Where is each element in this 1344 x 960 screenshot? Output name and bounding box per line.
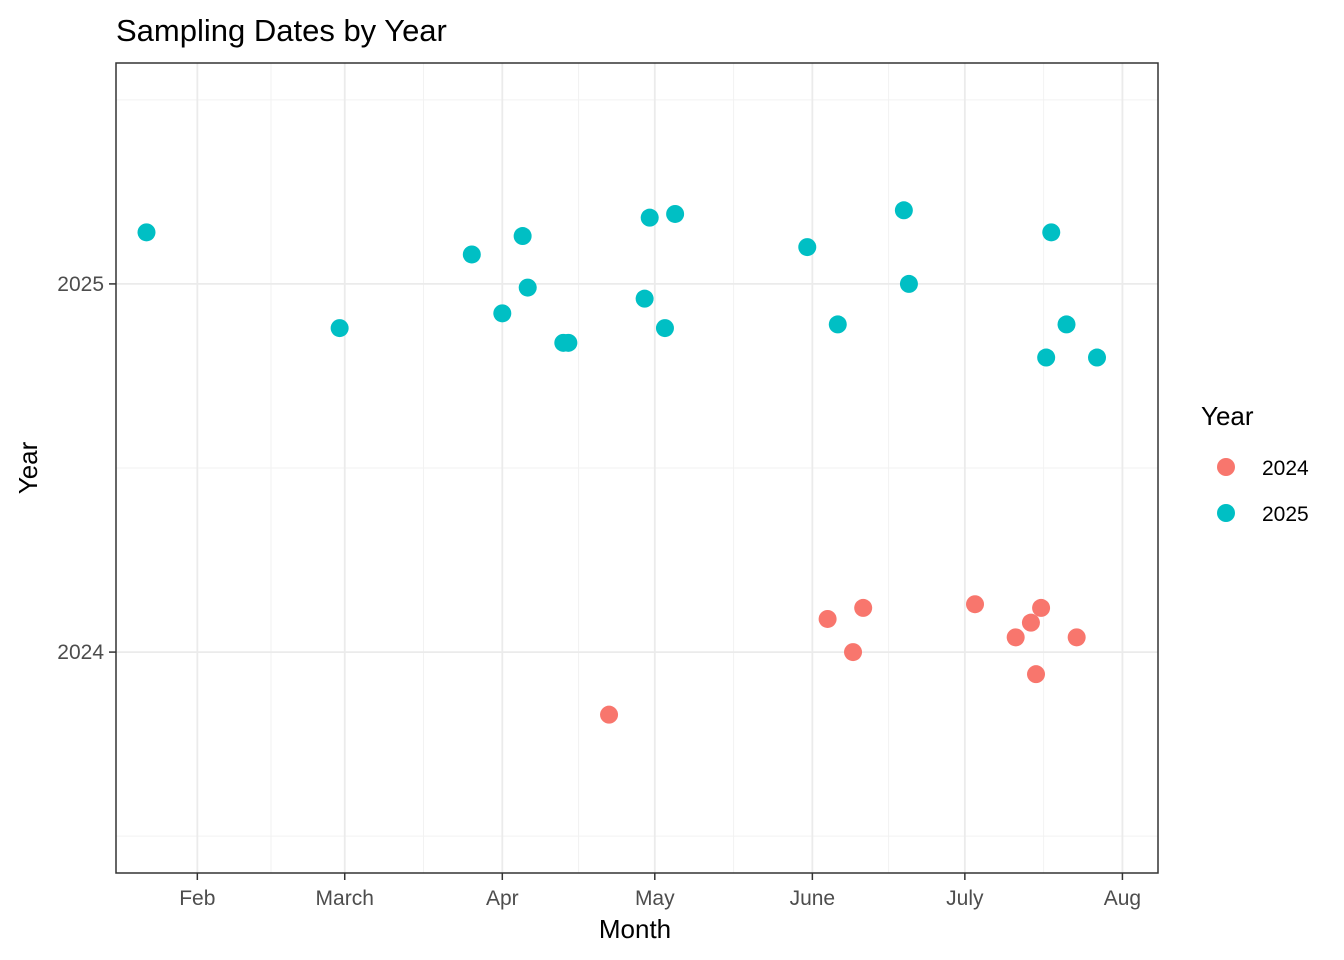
data-point-2024 [844, 643, 863, 662]
data-point-2025 [640, 208, 659, 227]
legend-title: Year [1201, 401, 1254, 431]
data-point-2025 [513, 227, 532, 246]
data-point-2025 [518, 278, 537, 297]
data-point-2025 [493, 304, 512, 323]
x-axis-title: Month [599, 914, 671, 944]
data-point-2024 [1006, 628, 1025, 647]
x-tick-label: May [635, 887, 675, 910]
data-point-2025 [330, 319, 349, 338]
data-point-2025 [798, 238, 817, 257]
x-tick-label: Feb [179, 887, 215, 910]
data-point-2024 [966, 595, 985, 614]
y-tick-label: 2024 [57, 641, 104, 664]
data-points [137, 201, 1107, 724]
grid-lines [116, 63, 1158, 873]
x-axis: Feb March Apr May June July Aug [179, 873, 1141, 910]
legend-key-2025 [1217, 504, 1235, 522]
data-point-2025 [635, 289, 654, 308]
data-point-2025 [899, 274, 918, 293]
legend-label-2025: 2025 [1262, 503, 1309, 526]
data-point-2025 [1057, 315, 1076, 334]
data-point-2025 [828, 315, 847, 334]
data-point-2025 [655, 319, 674, 338]
data-point-2025 [462, 245, 481, 264]
x-tick-label: Aug [1104, 887, 1141, 910]
x-tick-label: March [316, 887, 374, 910]
data-point-2025 [894, 201, 913, 220]
data-point-2025 [1037, 348, 1056, 367]
legend-key-2024 [1217, 458, 1235, 476]
data-point-2025 [1088, 348, 1107, 367]
y-tick-label: 2025 [57, 273, 104, 296]
x-tick-label: July [946, 887, 984, 910]
data-point-2025 [1042, 223, 1061, 242]
legend: Year 2024 2025 [1201, 401, 1309, 526]
data-point-2025 [666, 204, 685, 223]
y-axis-title: Year [13, 441, 43, 494]
chart-title: Sampling Dates by Year [116, 13, 447, 48]
data-point-2025 [559, 333, 578, 352]
y-axis: 2024 2025 [57, 273, 116, 664]
data-point-2024 [1027, 665, 1046, 684]
x-tick-label: Apr [486, 887, 519, 910]
plot-panel-border [115, 62, 1159, 874]
data-point-2024 [1067, 628, 1086, 647]
x-tick-label: June [790, 887, 836, 910]
data-point-2025 [137, 223, 156, 242]
data-point-2024 [1021, 613, 1040, 632]
legend-label-2024: 2024 [1262, 457, 1309, 480]
data-point-2024 [818, 609, 837, 628]
data-point-2024 [600, 705, 619, 724]
data-point-2024 [854, 598, 873, 617]
data-point-2024 [1032, 598, 1051, 617]
